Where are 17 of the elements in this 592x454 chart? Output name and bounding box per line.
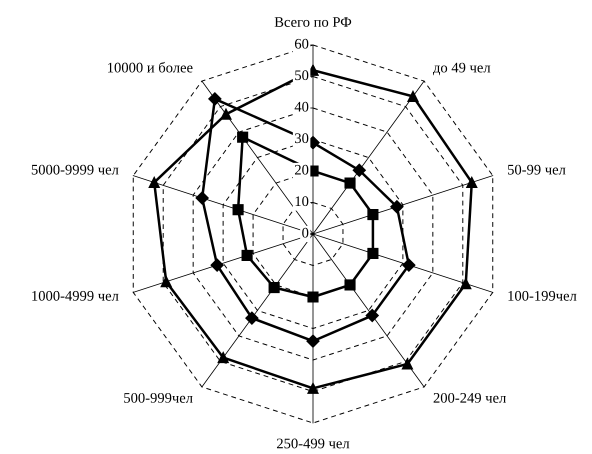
- spoke-label: 250-499 чел: [276, 438, 350, 448]
- y-tick-label: 50: [295, 70, 308, 80]
- spoke-label: до 49 чел: [432, 62, 490, 76]
- y-tick-label: 40: [294, 102, 308, 112]
- spoke-label: 100-199чел: [508, 290, 576, 301]
- spoke-label: 10000 и более: [108, 62, 193, 73]
- y-tick-label: 0: [302, 228, 308, 238]
- spoke-label: 200-249 чел: [434, 392, 506, 403]
- y-tick-label: 20: [294, 164, 308, 175]
- spoke-label: Всего по РФ: [274, 17, 352, 27]
- y-tick-label: 30: [295, 133, 308, 144]
- spoke-label: 1000-4999 чел: [32, 290, 119, 301]
- y-tick-label: 10: [296, 196, 308, 206]
- spoke-label: 50-99 чел: [508, 164, 566, 175]
- y-tick-label: 60: [294, 38, 308, 49]
- spoke-label: 500-999чел: [124, 392, 193, 403]
- spoke-label: 5000-9999 чел: [32, 164, 119, 175]
